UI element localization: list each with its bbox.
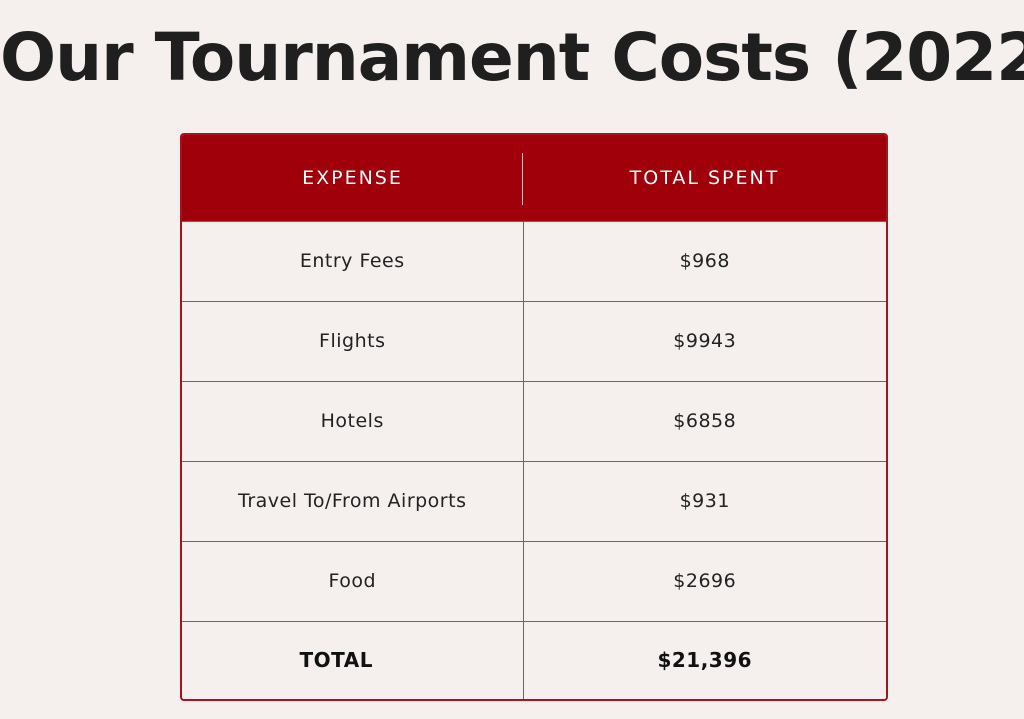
- amount-cell: $6858: [523, 380, 886, 461]
- table-body: Entry Fees $968 Flights $9943 Hotels $68…: [182, 220, 886, 699]
- table-header: EXPENSE TOTAL SPENT: [182, 135, 886, 221]
- table-row: Travel To/From Airports $931: [182, 460, 886, 541]
- header-row: EXPENSE TOTAL SPENT: [182, 135, 886, 221]
- table-row: Hotels $6858: [182, 380, 886, 461]
- total-label: TOTAL: [182, 620, 524, 699]
- expense-cell: Flights: [182, 300, 524, 381]
- amount-cell: $931: [523, 460, 886, 541]
- total-row: TOTAL $21,396: [182, 620, 886, 699]
- amount-cell: $9943: [523, 300, 886, 381]
- amount-cell: $968: [523, 220, 886, 301]
- total-value: $21,396: [523, 620, 886, 699]
- table-row: Food $2696: [182, 540, 886, 621]
- expense-cell: Hotels: [182, 380, 524, 461]
- header-expense: EXPENSE: [182, 135, 523, 221]
- page-title: Our Tournament Costs (2022): [0, 19, 1024, 96]
- expense-cell: Travel To/From Airports: [182, 460, 524, 541]
- cost-table-container: EXPENSE TOTAL SPENT Entry Fees $968 Flig…: [180, 133, 888, 701]
- table-row: Entry Fees $968: [182, 220, 886, 301]
- cost-table: EXPENSE TOTAL SPENT Entry Fees $968 Flig…: [182, 135, 886, 699]
- expense-cell: Food: [182, 540, 524, 621]
- expense-cell: Entry Fees: [182, 220, 524, 301]
- header-total-spent: TOTAL SPENT: [523, 135, 886, 221]
- amount-cell: $2696: [523, 540, 886, 621]
- table-row: Flights $9943: [182, 300, 886, 381]
